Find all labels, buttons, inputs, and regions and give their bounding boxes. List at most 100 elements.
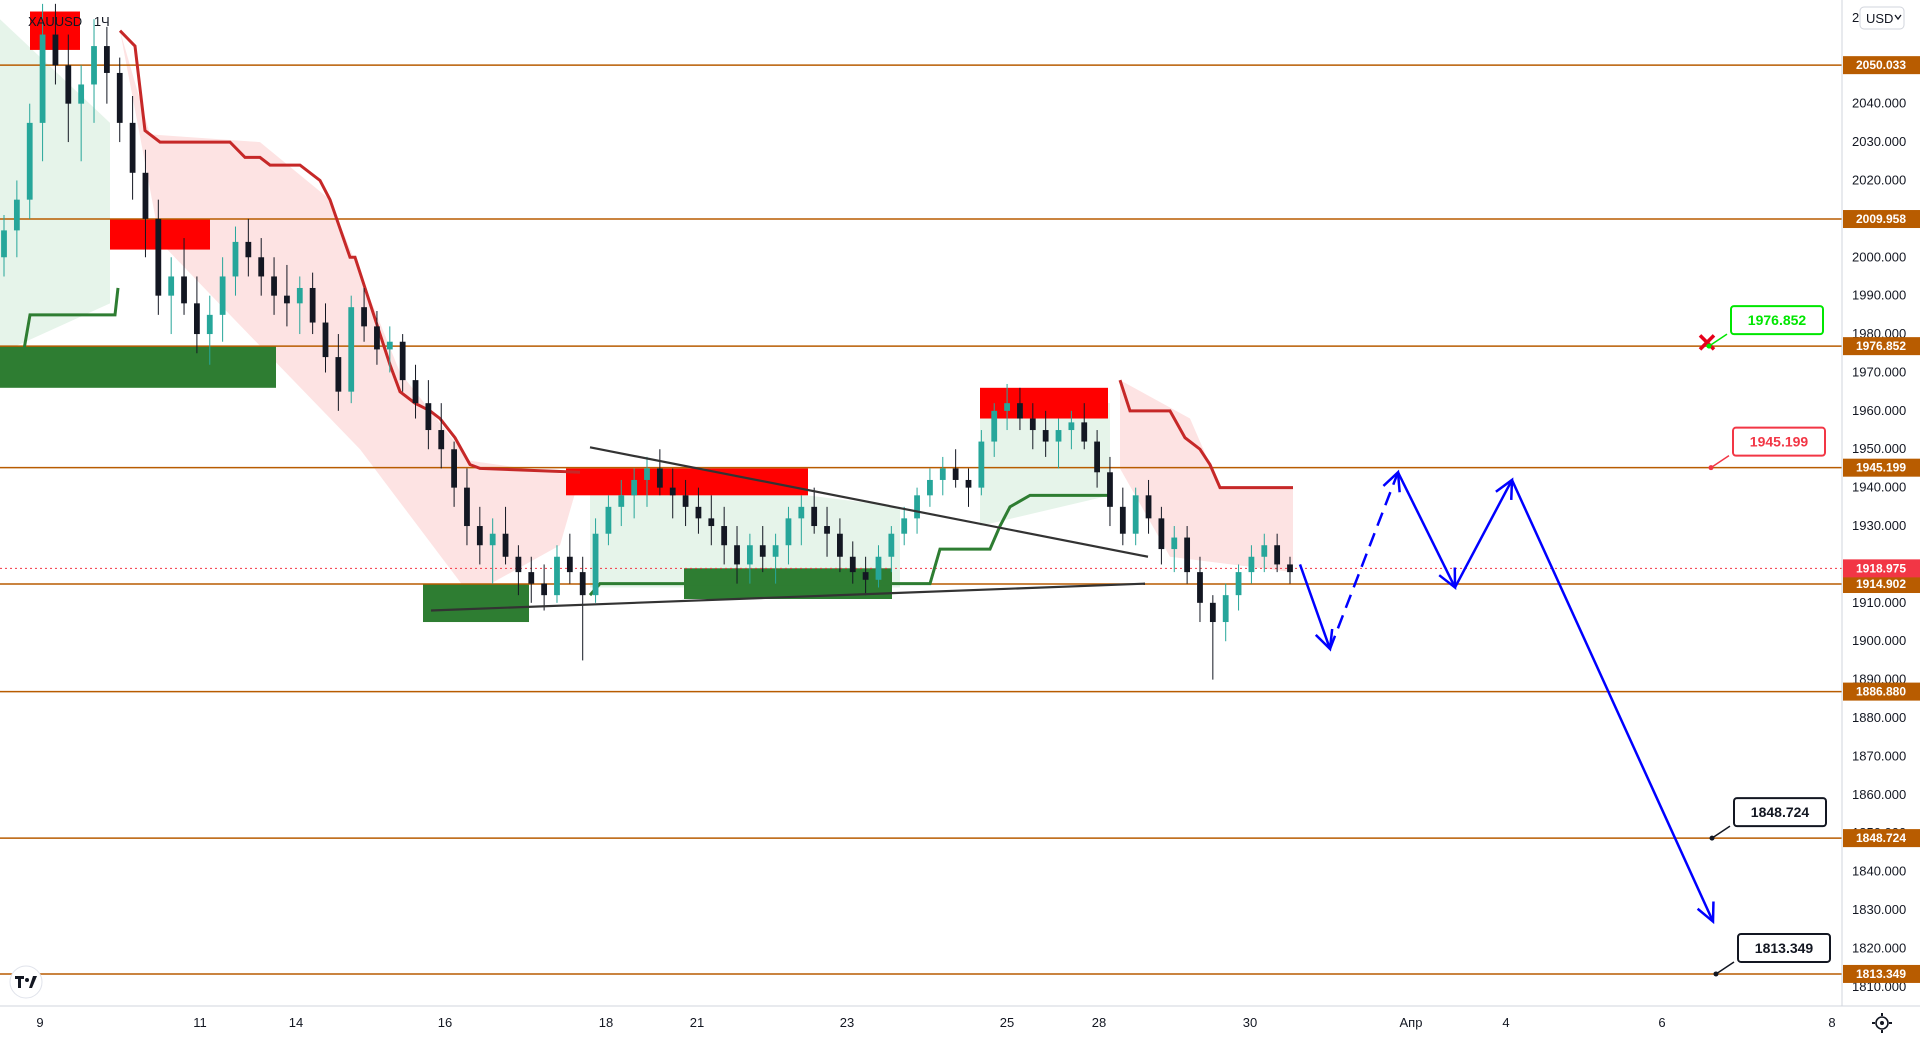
gear-icon[interactable] (1872, 1013, 1892, 1033)
callout-label: 1848.724 (1751, 804, 1810, 820)
candle-body (1081, 422, 1088, 442)
candle (1248, 545, 1255, 584)
price-callout: 1945.199 (1708, 426, 1826, 471)
bullish-region (590, 468, 900, 588)
candle (592, 518, 599, 603)
candle-body (1, 230, 7, 258)
candle (669, 468, 676, 519)
currency-button[interactable]: USD (1859, 6, 1905, 30)
candle-body (1209, 602, 1216, 623)
candle (644, 456, 650, 507)
trailing-stop-green (0, 287, 120, 374)
candle-body (1171, 537, 1178, 550)
candle-body (914, 495, 920, 519)
candle (1132, 487, 1139, 546)
candle (746, 533, 753, 584)
candle-body (219, 276, 226, 315)
candle (554, 545, 560, 603)
chart-header: XAUUSD 1Ч (28, 14, 110, 29)
candle-body (476, 526, 483, 546)
trailing-stop-red (118, 29, 581, 474)
time-axis-tick-label: 9 (36, 1015, 43, 1030)
time-axis-tick-label: Апр (1400, 1015, 1423, 1030)
level-price-tag: 2050.033 (1843, 56, 1920, 75)
candle (695, 487, 702, 534)
callout-anchor (1708, 465, 1714, 471)
candle (849, 541, 856, 584)
x-mark-icon (1698, 334, 1716, 351)
tradingview-logo-icon[interactable] (9, 965, 43, 999)
candle-body (1248, 556, 1255, 573)
projection-leg (1298, 564, 1332, 650)
callout-pointer (1715, 961, 1735, 975)
candle (759, 526, 766, 573)
candle (1029, 403, 1036, 450)
level-price-tag: 1914.902 (1843, 575, 1920, 594)
candle-body (1184, 537, 1191, 573)
candle (425, 380, 432, 450)
candle (13, 180, 20, 258)
chevron-down-icon (1894, 14, 1902, 21)
callout-anchor (1713, 971, 1719, 977)
candle (1145, 479, 1152, 534)
callout-box (1732, 426, 1826, 457)
candle-body (1094, 441, 1100, 473)
candle (1287, 556, 1293, 584)
trailing-stop-red (1118, 379, 1293, 490)
candle-body (1055, 430, 1062, 442)
levels-layer (0, 64, 1842, 975)
level-price-tag: 1945.199 (1843, 458, 1920, 477)
candle (502, 506, 509, 565)
time-axis-tick-label: 11 (193, 1015, 207, 1030)
candle-body (605, 506, 612, 534)
interval-label[interactable]: 1Ч (94, 14, 110, 29)
candle (811, 487, 818, 534)
candle (862, 556, 869, 596)
demand-zone (0, 345, 276, 388)
trail-layer (0, 29, 1293, 597)
candle (206, 295, 213, 365)
candle (322, 303, 329, 373)
candle-body (52, 34, 59, 66)
candle-body (103, 46, 110, 73)
candle (296, 276, 303, 335)
trendline-upper (589, 446, 1149, 558)
candle-body (554, 556, 560, 596)
current-price-tag: 1918.975 (1843, 559, 1920, 578)
price-axis-tick-label: 1870.000 (1852, 748, 1906, 763)
time-axis-tick-label: 4 (1502, 1015, 1509, 1030)
candle-body (116, 72, 123, 123)
callout-label: 1945.199 (1750, 434, 1809, 450)
time-axis-tick-label: 28 (1092, 1015, 1106, 1030)
candle (1055, 418, 1062, 469)
symbol-label[interactable]: XAUUSD (28, 14, 82, 29)
candle (52, 3, 59, 85)
trendline-lower (430, 582, 1146, 612)
candle-body (361, 307, 367, 327)
candle (374, 311, 380, 365)
candle-body (759, 545, 766, 557)
callouts-layer: 1976.852 1945.199 1848.724 1813.349 (1706, 305, 1831, 977)
price-axis[interactable]: 1810.0001820.0001830.0001840.0001850.000… (1841, 0, 1920, 1040)
candle-body (1287, 564, 1293, 573)
level-price-tag-bg (1843, 337, 1920, 356)
projection-leg (1396, 471, 1457, 589)
candle (734, 526, 740, 584)
candle (348, 295, 355, 404)
callout-label: 1976.852 (1748, 312, 1807, 328)
candle-body (1029, 418, 1036, 431)
candle (785, 506, 792, 565)
x-mark-stroke (1698, 334, 1716, 351)
candle (438, 403, 445, 469)
candle (1197, 556, 1203, 623)
level-price-tag-text: 2009.958 (1856, 212, 1906, 226)
candle (1107, 456, 1113, 527)
price-axis-tick-label: 2020.000 (1852, 172, 1906, 187)
candle (103, 26, 110, 104)
candle-body (1145, 495, 1152, 519)
time-axis[interactable]: 9 11 14 16 18 21 23 25 28 30 Апр 4 6 8 (0, 1005, 1920, 1040)
level-price-tag-bg (1843, 458, 1920, 477)
candle-body (631, 479, 638, 496)
projection-leg (1328, 471, 1400, 650)
